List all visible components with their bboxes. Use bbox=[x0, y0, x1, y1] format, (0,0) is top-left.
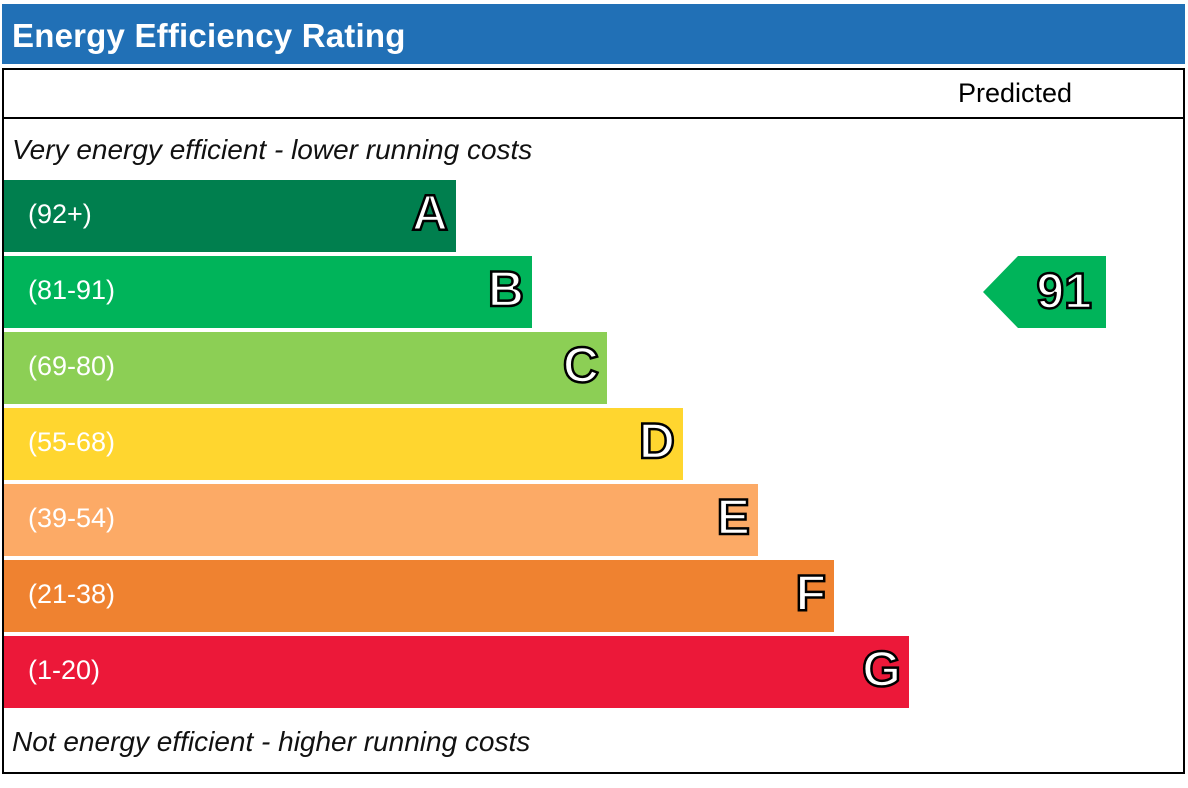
band-letter: D bbox=[638, 412, 677, 471]
rating-frame bbox=[2, 68, 1185, 774]
title-bar: Energy Efficiency Rating bbox=[2, 4, 1185, 64]
band-letter: C bbox=[562, 336, 601, 395]
band-range-label: (81-91) bbox=[28, 275, 116, 305]
band-range-label: (21-38) bbox=[28, 579, 116, 609]
band-range-label: (55-68) bbox=[28, 427, 116, 457]
band-letter: A bbox=[411, 184, 450, 243]
band-letter: G bbox=[861, 640, 902, 699]
rating-band-f: (21-38) F bbox=[4, 560, 834, 632]
predicted-rating-pointer: 91 bbox=[983, 256, 1106, 328]
rating-band-g: (1-20) G bbox=[4, 636, 909, 708]
rating-band-c: (69-80) C bbox=[4, 332, 607, 404]
band-letter: B bbox=[487, 260, 526, 319]
band-range-label: (92+) bbox=[28, 199, 92, 229]
rating-band-b: (81-91) B bbox=[4, 256, 532, 328]
band-range-label: (69-80) bbox=[28, 351, 116, 381]
header-divider bbox=[2, 117, 1185, 119]
pointer-arrow-shape bbox=[983, 256, 1106, 328]
band-letter: F bbox=[794, 564, 827, 623]
predicted-rating-value: 91 bbox=[1035, 262, 1093, 321]
rating-band-a: (92+) A bbox=[4, 180, 456, 252]
rating-band-d: (55-68) D bbox=[4, 408, 683, 480]
chart-title: Energy Efficiency Rating bbox=[12, 17, 406, 54]
band-letter: E bbox=[715, 488, 751, 547]
predicted-column-header: Predicted bbox=[958, 78, 1073, 108]
bottom-scale-note: Not energy efficient - higher running co… bbox=[12, 726, 531, 757]
rating-band-e: (39-54) E bbox=[4, 484, 758, 556]
band-range-label: (39-54) bbox=[28, 503, 116, 533]
top-scale-note: Very energy efficient - lower running co… bbox=[12, 134, 533, 165]
band-range-label: (1-20) bbox=[28, 655, 101, 685]
